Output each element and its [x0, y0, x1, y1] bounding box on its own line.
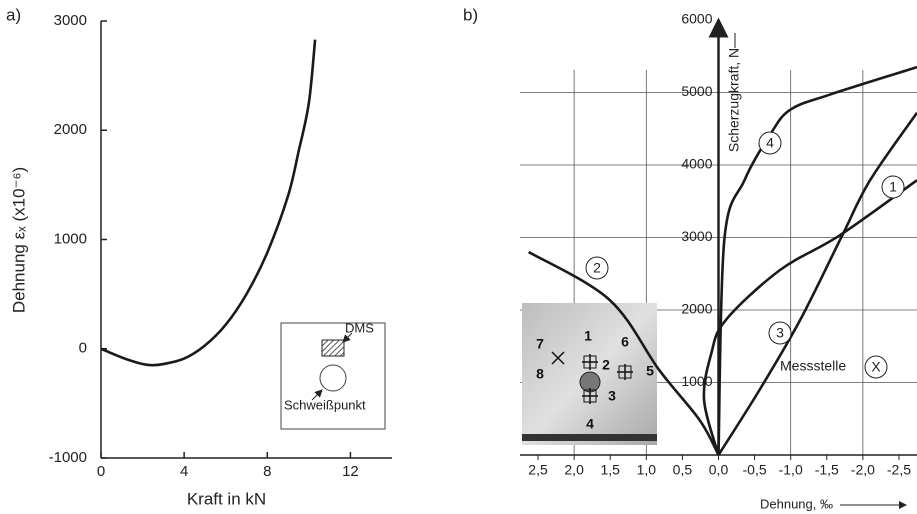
gauge-cross — [582, 354, 598, 370]
strain-gauge — [321, 339, 345, 357]
gauge-cross — [617, 364, 633, 380]
gauge — [583, 389, 597, 403]
inset-label: Schweißpunkt — [284, 397, 366, 412]
marker-badge — [864, 355, 888, 379]
y-tick-label: 4000 — [681, 156, 712, 172]
x-tick-label: 0,0 — [709, 462, 729, 478]
marker-label: X — [871, 359, 881, 375]
x-tick-label: 1,0 — [637, 462, 657, 478]
x-tick-label: 12 — [342, 463, 359, 480]
photo-edge — [522, 434, 657, 441]
data-line — [702, 179, 917, 456]
series-badge — [758, 131, 782, 155]
x-tick-label: 4 — [180, 463, 188, 480]
photo-label: 8 — [536, 366, 544, 382]
panel-a: a) -1000 0 1000 2000 3000 0 4 8 12 Kraft in kN Dehn… — [6, 5, 392, 508]
y-tick-label: 3000 — [681, 228, 712, 244]
panel-label: a) — [6, 5, 21, 24]
y-tick-label: 1000 — [54, 230, 87, 247]
x-tick-label: 2,5 — [528, 462, 548, 478]
gauge-diag — [551, 351, 565, 365]
photo-label: 3 — [608, 388, 616, 404]
y-tick-label: 3000 — [54, 12, 87, 29]
series-label: 4 — [766, 135, 774, 151]
gauge — [583, 355, 597, 369]
photo-label: 6 — [621, 334, 629, 350]
series-label: 2 — [593, 260, 601, 276]
weld-spot — [319, 364, 347, 392]
data-line — [528, 250, 720, 456]
x-tick-label: -0,5 — [743, 462, 767, 478]
gauge — [618, 365, 632, 379]
series-badge — [768, 321, 792, 345]
x-tick-label: -2,0 — [851, 462, 875, 478]
inset-label: DMS — [345, 320, 374, 335]
x-tick-label: 8 — [263, 463, 271, 480]
y-tick-label: 0 — [79, 340, 87, 357]
x-tick-label: -2,5 — [887, 462, 911, 478]
x-tick-label: 1,5 — [600, 462, 620, 478]
x-tick-label: 0,5 — [673, 462, 693, 478]
y-tick-label: 2000 — [681, 301, 712, 317]
series-badge — [881, 175, 905, 199]
data-line — [717, 112, 917, 456]
y-axis-label: Scherzugkraft, N — [726, 48, 742, 152]
y-tick-label: 1000 — [681, 373, 712, 389]
photo-label: 1 — [584, 328, 592, 344]
pointer — [311, 389, 323, 401]
data-line — [100, 39, 317, 367]
annotation: Messstelle — [780, 358, 846, 374]
x-axis-label: Dehnung, ‰ — [760, 496, 833, 511]
y-tick-label: 5000 — [681, 83, 712, 99]
x-tick-label: -1,0 — [779, 462, 803, 478]
photo-label: 2 — [602, 357, 610, 373]
gauge-cross — [582, 388, 598, 404]
series-badge — [585, 256, 609, 280]
photo-label: 5 — [646, 363, 654, 379]
series-label: 3 — [776, 325, 784, 341]
photo-label: 4 — [586, 416, 594, 432]
y-tick-label: 2000 — [54, 121, 87, 138]
data-line — [717, 65, 917, 456]
y-tick-label: -1000 — [49, 449, 87, 466]
y-tick-label: 6000 — [681, 11, 712, 27]
x-tick-label: 2,0 — [564, 462, 584, 478]
y-axis-label: Dehnung εₓ (x10⁻⁶) — [9, 167, 28, 313]
x-tick-label: -1,5 — [815, 462, 839, 478]
x-axis-label: Kraft in kN — [187, 489, 266, 508]
photo-label: 7 — [536, 336, 544, 352]
panel-label: b) — [463, 5, 478, 24]
series-label: 1 — [889, 179, 897, 195]
pointer — [342, 332, 353, 343]
x-tick-label: 0 — [97, 463, 105, 480]
